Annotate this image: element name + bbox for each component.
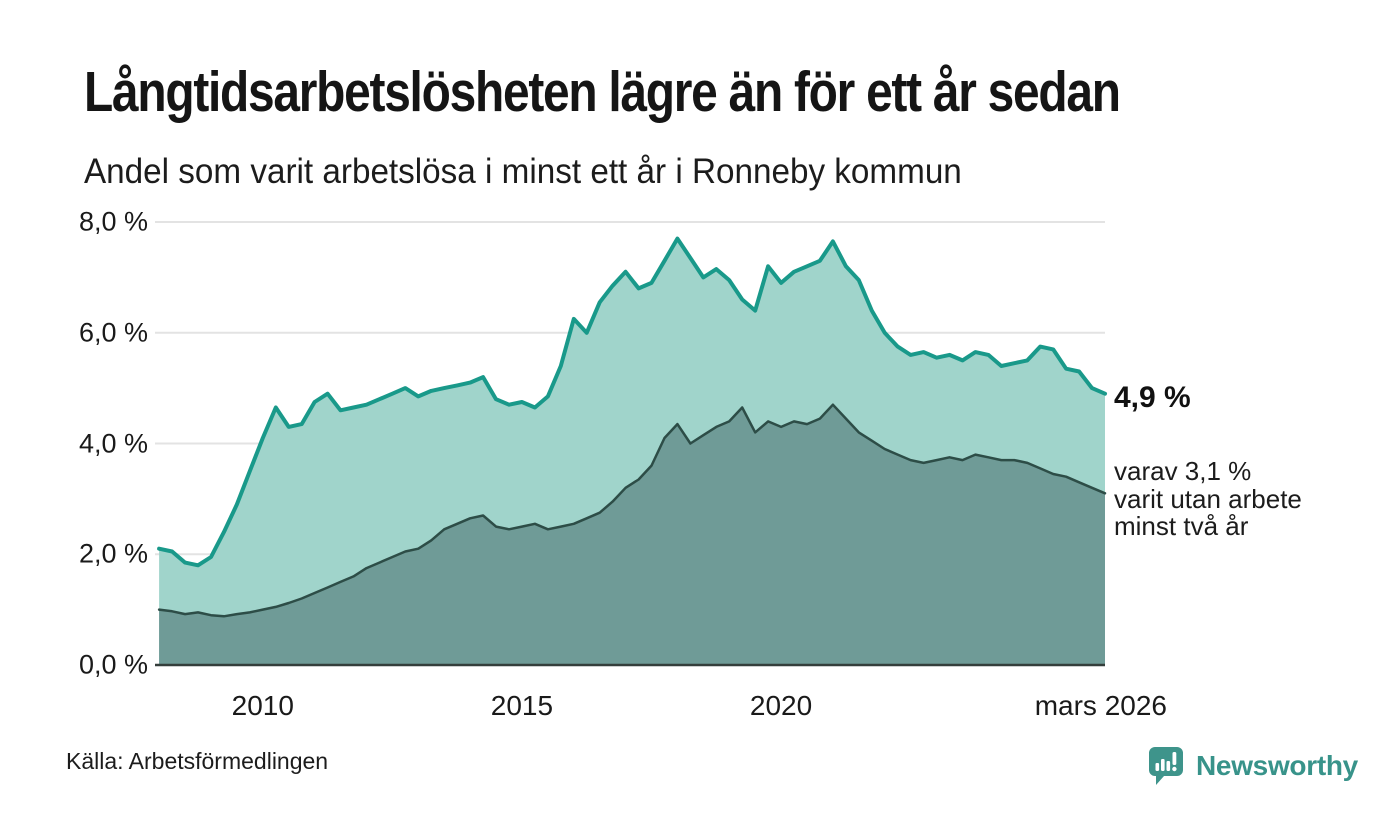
end-sub-label: varav 3,1 % varit utan arbete minst två … bbox=[1114, 456, 1302, 542]
series-line bbox=[157, 403, 1107, 618]
y-tick-label: 8,0 % bbox=[78, 206, 148, 237]
brand-logo[interactable]: Newsworthy bbox=[1146, 744, 1358, 788]
x-tick-label: mars 2026 bbox=[1034, 690, 1167, 721]
chart-title: Långtidsarbetslösheten lägre än för ett … bbox=[84, 60, 1121, 124]
end-sub-line-3: minst två år bbox=[1114, 511, 1249, 542]
end-sub-line-2: varit utan arbete bbox=[1114, 483, 1302, 514]
brand-name: Newsworthy bbox=[1196, 750, 1358, 781]
y-tick-label: 2,0 % bbox=[78, 538, 148, 569]
series-area bbox=[159, 404, 1106, 665]
chart-subtitle: Andel som varit arbetslösa i minst ett å… bbox=[84, 152, 962, 191]
end-sub-line-1: varav 3,1 % bbox=[1114, 456, 1252, 486]
x-tick-label: 2015 bbox=[490, 690, 554, 721]
y-tick-label: 0,0 % bbox=[78, 649, 148, 680]
series-line bbox=[157, 236, 1107, 568]
newsworthy-icon bbox=[1149, 747, 1183, 785]
source-label: Källa: Arbetsförmedlingen bbox=[66, 748, 329, 774]
x-tick-label: 2010 bbox=[231, 690, 294, 721]
y-tick-label: 6,0 % bbox=[78, 317, 148, 348]
x-tick-label: 2020 bbox=[749, 690, 813, 721]
y-tick-label: 4,0 % bbox=[78, 428, 148, 458]
end-value-label: 4,9 % bbox=[1114, 381, 1191, 414]
